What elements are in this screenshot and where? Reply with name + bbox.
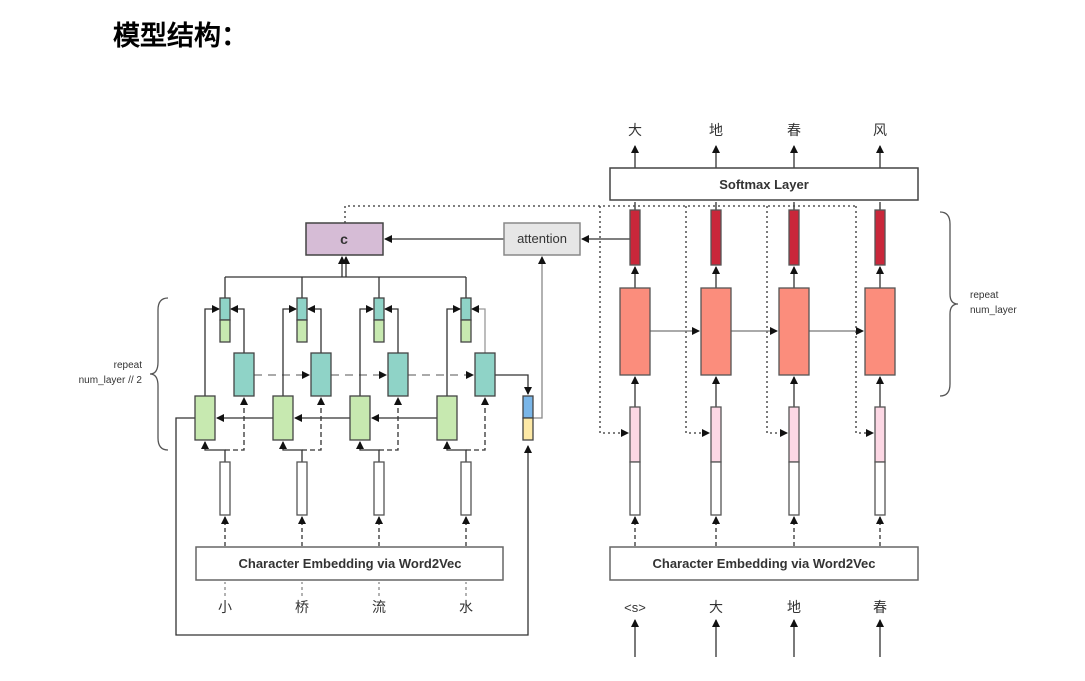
backward-up <box>471 305 486 353</box>
forward-up <box>359 305 374 396</box>
context-feed <box>766 206 788 437</box>
context-feed <box>685 206 710 437</box>
decoder-lstm-cell <box>700 287 732 376</box>
encoder-repeat-brace <box>149 297 169 451</box>
decoder-output-char: 风 <box>873 122 887 138</box>
decoder-input-cell <box>874 406 886 463</box>
context-feed <box>599 206 629 437</box>
decoder-input-char: 地 <box>787 599 801 615</box>
encoder-forward-cell <box>349 395 371 441</box>
forward-up <box>204 305 220 396</box>
attention-label: attention <box>517 231 567 246</box>
context-box <box>305 222 384 256</box>
decoder-output-char: 春 <box>787 122 801 138</box>
context-label: c <box>340 231 348 247</box>
decoder-embedding-label: Character Embedding via Word2Vec <box>653 556 876 571</box>
backward-up <box>307 305 322 353</box>
decoder-repeat-label-line1: repeat <box>970 290 999 301</box>
decoder-repeat-label-line2: num_layer <box>970 305 1017 316</box>
softmax-layer-box <box>609 167 919 201</box>
page-title: 模型结构： <box>113 21 248 52</box>
encoder-embedding-cell <box>373 461 385 516</box>
cell-to-forward <box>201 441 226 462</box>
decoder-output-cell <box>874 209 886 266</box>
encoder-backward-cell <box>387 352 409 397</box>
decoder-input-cell <box>710 406 722 463</box>
encoder-embedding-cell <box>460 461 472 516</box>
decoder-input-cell <box>788 406 800 463</box>
encoder-repeat-label-line1: repeat <box>114 360 143 371</box>
decoder-output-cell <box>788 209 800 266</box>
encoder-embedding-cell <box>219 461 231 516</box>
attention-box <box>503 222 581 256</box>
concat-backward-half <box>460 297 472 321</box>
decoder-output-char: 地 <box>709 122 723 138</box>
encoder-embedding-label: Character Embedding via Word2Vec <box>239 556 462 571</box>
cell-to-forward <box>356 441 380 462</box>
softmax-layer-label: Softmax Layer <box>719 177 809 192</box>
final-state-yellow <box>522 417 534 441</box>
concat-forward-half <box>460 319 472 343</box>
decoder-lstm-cell <box>864 287 896 376</box>
decoder-output-char: 大 <box>628 122 642 138</box>
concat-forward-half <box>219 319 231 343</box>
encoder-backward-cell <box>310 352 332 397</box>
decoder-embedding-cell <box>874 461 886 516</box>
cell-to-backward <box>379 397 402 451</box>
context-dotted-line <box>344 205 858 223</box>
decoder-input-char: 大 <box>709 599 723 615</box>
encoder-input-char: 桥 <box>295 599 309 615</box>
cell-to-backward <box>302 397 325 451</box>
encoder-embedding-cell <box>296 461 308 516</box>
encoder-forward-cell <box>194 395 216 441</box>
backward-up <box>384 305 399 353</box>
decoder-embedding-cell <box>710 461 722 516</box>
encoder-forward-cell <box>272 395 294 441</box>
decoder-repeat-brace <box>939 211 959 397</box>
encoder-input-char: 流 <box>372 599 386 615</box>
decoder-input-char: 春 <box>873 599 887 615</box>
concat-backward-half <box>219 297 231 321</box>
encoder-input-char: 水 <box>459 599 473 615</box>
backward-to-state <box>495 374 532 395</box>
encoder-backward-cell <box>474 352 496 397</box>
cell-to-forward <box>443 441 467 462</box>
decoder-embedding-cell <box>788 461 800 516</box>
decoder-embedding-box <box>609 546 919 581</box>
backward-up <box>230 305 245 353</box>
cell-to-backward <box>225 397 248 451</box>
cell-to-backward <box>466 397 489 451</box>
decoder-lstm-cell <box>619 287 651 376</box>
encoder-embedding-box <box>195 546 504 581</box>
loop-connector <box>175 417 532 636</box>
encoder-backward-cell <box>233 352 255 397</box>
context-feed <box>855 206 874 437</box>
decoder-lstm-cell <box>778 287 810 376</box>
concat-forward-half <box>296 319 308 343</box>
concat-forward-half <box>373 319 385 343</box>
cell-to-forward <box>279 441 303 462</box>
decoder-input-cell <box>629 406 641 463</box>
decoder-output-cell <box>629 209 641 266</box>
final-state-blue <box>522 395 534 419</box>
decoder-input-char: <s> <box>624 600 646 615</box>
decoder-embedding-cell <box>629 461 641 516</box>
forward-up <box>446 305 461 396</box>
decoder-output-cell <box>710 209 722 266</box>
forward-up <box>282 305 297 396</box>
state-to-attention <box>533 256 546 419</box>
concat-backward-half <box>373 297 385 321</box>
encoder-forward-cell <box>436 395 458 441</box>
concat-backward-half <box>296 297 308 321</box>
encoder-input-char: 小 <box>218 599 232 615</box>
encoder-repeat-label-line2: num_layer // 2 <box>79 375 143 386</box>
